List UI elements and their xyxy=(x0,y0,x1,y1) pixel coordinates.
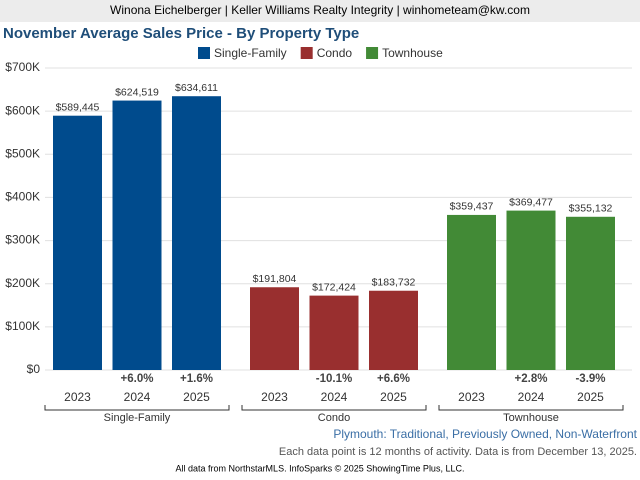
group-bracket xyxy=(438,405,624,411)
change-label: -10.1% xyxy=(316,373,352,385)
change-label: +6.0% xyxy=(121,373,154,385)
bar xyxy=(309,295,359,370)
x-tick-label: 2023 xyxy=(261,390,288,404)
bar xyxy=(506,210,556,370)
change-label: +6.6% xyxy=(377,373,410,385)
change-label: +2.8% xyxy=(515,373,548,385)
bar xyxy=(447,214,496,370)
x-tick-label: 2024 xyxy=(518,390,545,404)
x-tick-label: 2025 xyxy=(380,390,407,404)
header-bar xyxy=(0,0,640,22)
legend-label: Condo xyxy=(317,46,353,60)
value-label: $183,732 xyxy=(372,277,416,289)
bar xyxy=(53,115,102,370)
value-label: $624,519 xyxy=(115,86,159,98)
change-label: +1.6% xyxy=(180,373,213,385)
x-tick-label: 2023 xyxy=(64,390,91,404)
value-label: $355,132 xyxy=(569,203,613,215)
value-label: $589,445 xyxy=(56,101,100,113)
value-label: $369,477 xyxy=(509,196,553,208)
group-bracket xyxy=(241,405,427,411)
change-label: -3.9% xyxy=(575,373,605,385)
y-tick-label: $200K xyxy=(5,276,40,290)
y-tick-label: $100K xyxy=(5,319,40,333)
source: All data from NorthstarMLS. InfoSparks ©… xyxy=(176,463,465,473)
header: Winona Eichelberger | Keller Williams Re… xyxy=(110,3,530,17)
group-label: Single-Family xyxy=(104,412,171,424)
chart-title: November Average Sales Price - By Proper… xyxy=(3,25,359,42)
subtitle: Plymouth: Traditional, Previously Owned,… xyxy=(333,427,637,441)
bar xyxy=(369,290,418,370)
legend-swatch xyxy=(366,47,379,59)
value-label: $172,424 xyxy=(312,281,356,293)
x-tick-label: 2024 xyxy=(321,390,348,404)
y-tick-label: $700K xyxy=(5,60,40,74)
legend-swatch xyxy=(300,47,313,59)
bar xyxy=(566,216,615,370)
legend-swatch xyxy=(198,47,210,59)
y-tick-label: $300K xyxy=(5,233,40,247)
bar xyxy=(250,287,299,370)
value-label: $634,611 xyxy=(175,82,218,94)
value-label: $359,437 xyxy=(450,201,494,213)
value-label: $191,804 xyxy=(253,273,297,285)
x-tick-label: 2025 xyxy=(577,390,604,404)
legend-label: Single-Family xyxy=(214,46,287,60)
bar xyxy=(172,96,221,370)
x-tick-label: 2023 xyxy=(458,390,485,404)
y-tick-label: $600K xyxy=(5,103,40,117)
y-tick-label: $400K xyxy=(5,190,40,204)
x-tick-label: 2025 xyxy=(183,390,210,404)
group-label: Townhouse xyxy=(503,412,559,424)
y-tick-label: $0 xyxy=(27,362,41,376)
x-tick-label: 2024 xyxy=(124,390,151,404)
y-tick-label: $500K xyxy=(5,146,40,160)
bar xyxy=(112,100,162,370)
note: Each data point is 12 months of activity… xyxy=(279,446,637,458)
group-label: Condo xyxy=(318,412,350,424)
legend-label: Townhouse xyxy=(382,46,443,60)
group-bracket xyxy=(44,405,230,411)
